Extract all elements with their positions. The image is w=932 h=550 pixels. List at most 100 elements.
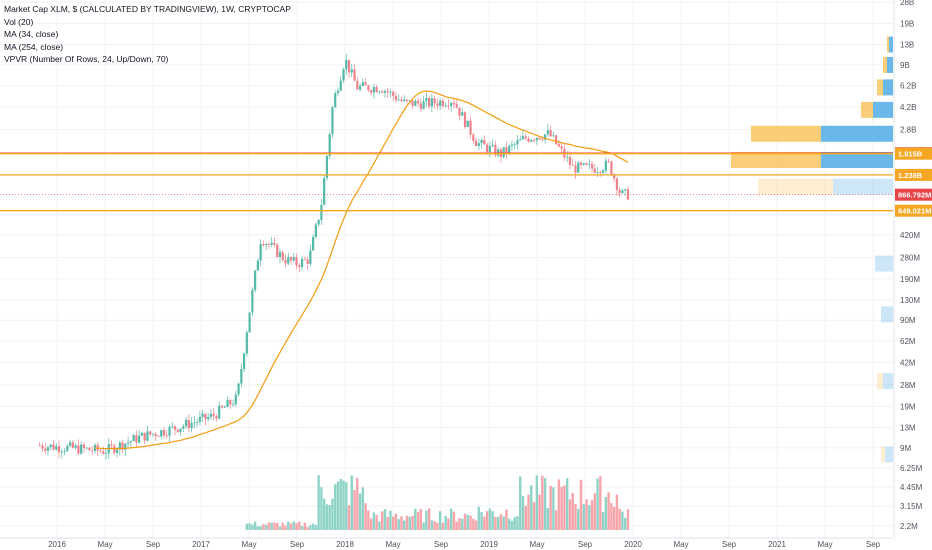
indicator-ma-254[interactable]: MA (254, close) bbox=[4, 41, 64, 52]
x-tick-label: 2021 bbox=[768, 540, 786, 549]
candle-body bbox=[154, 433, 157, 437]
candle-body bbox=[331, 107, 334, 134]
vpvr-row-down bbox=[887, 36, 889, 53]
indicator-vpvr[interactable]: VPVR (Number Of Rows, 24, Up/Down, 70) bbox=[4, 54, 169, 64]
indicator-volume[interactable]: Vol (20) bbox=[4, 16, 34, 27]
volume-bar bbox=[615, 494, 619, 530]
volume-bar bbox=[322, 498, 326, 530]
candle-body bbox=[198, 416, 201, 423]
candle-body bbox=[422, 101, 425, 109]
y-tick-label: 3.15M bbox=[900, 502, 923, 511]
candle-body bbox=[472, 134, 475, 141]
candle-body bbox=[267, 244, 271, 245]
time-axis[interactable]: 2016 May Sep 2017 May Sep 2018 May Sep 2019 May Sep… bbox=[0, 537, 893, 549]
volume-bar bbox=[626, 509, 630, 530]
candle-body bbox=[604, 160, 607, 171]
volume-bar bbox=[317, 475, 320, 530]
volume-bar bbox=[364, 503, 367, 530]
volume-bar bbox=[563, 485, 566, 530]
candle-body bbox=[223, 407, 226, 408]
candle-body bbox=[38, 445, 41, 447]
moving-average-line bbox=[94, 90, 629, 450]
candle-body bbox=[483, 139, 486, 145]
volume-bar bbox=[450, 508, 453, 530]
volume-bar bbox=[264, 524, 268, 530]
price-tag bbox=[895, 188, 932, 201]
volume-bar bbox=[311, 523, 315, 530]
candle-body bbox=[544, 134, 547, 140]
candle-body bbox=[469, 120, 472, 135]
y-tick-label: 9M bbox=[900, 444, 911, 453]
candle-body bbox=[450, 102, 453, 107]
indicator-ma-34[interactable]: MA (34, close) bbox=[4, 29, 59, 39]
candle-body bbox=[325, 155, 329, 178]
volume-bar bbox=[601, 512, 605, 530]
candle-body bbox=[488, 146, 491, 152]
candle-body bbox=[568, 156, 572, 165]
x-tick-label: May bbox=[529, 540, 544, 549]
volume-bar bbox=[499, 514, 503, 530]
volume-bar bbox=[447, 518, 450, 530]
candle-body bbox=[256, 260, 259, 271]
candle-body bbox=[63, 451, 66, 452]
volume-bar bbox=[425, 510, 428, 530]
volume-bar bbox=[610, 503, 613, 530]
candle-body bbox=[497, 149, 500, 156]
x-tick-label: Sep bbox=[866, 540, 881, 549]
volume-bar bbox=[303, 522, 307, 530]
candle-body bbox=[552, 135, 555, 137]
candle-body bbox=[372, 87, 375, 93]
volume-bar bbox=[461, 518, 464, 530]
candle-body bbox=[358, 85, 362, 90]
volume-bar bbox=[574, 504, 577, 530]
volume-bar bbox=[419, 509, 423, 530]
candle-body bbox=[419, 103, 422, 109]
volume-bar bbox=[251, 524, 254, 530]
candle-body bbox=[234, 394, 237, 405]
volume-bar bbox=[400, 516, 403, 530]
candle-body bbox=[394, 95, 398, 101]
candle-body bbox=[607, 160, 610, 162]
vpvr-row-up bbox=[821, 125, 893, 142]
candle-body bbox=[196, 422, 199, 423]
candle-body bbox=[251, 290, 254, 313]
vpvr-row-down bbox=[877, 373, 883, 390]
candle-body bbox=[530, 139, 533, 142]
candle-body bbox=[579, 162, 583, 165]
candle-body bbox=[342, 69, 345, 81]
candle-body bbox=[242, 353, 246, 370]
vpvr-row-down bbox=[881, 446, 885, 463]
candle-body bbox=[566, 156, 569, 158]
volume-bar bbox=[314, 525, 318, 530]
x-tick-label: 2018 bbox=[336, 540, 354, 549]
volume-bar bbox=[604, 496, 608, 530]
volume-bar bbox=[494, 516, 497, 530]
price-axis[interactable]: 2.2M 3.15M 4.45M 6.25M 9M 13M 19M 28M 42M 62M 90M 1… bbox=[893, 0, 932, 538]
volume-bar bbox=[519, 476, 522, 530]
candle-body bbox=[546, 130, 549, 135]
volume-bar bbox=[436, 522, 439, 530]
volume-bar bbox=[284, 525, 287, 530]
candle-body bbox=[416, 100, 420, 104]
chart-title: Market Cap XLM, $ (CALCULATED BY TRADING… bbox=[4, 4, 291, 14]
y-tick-label: 90M bbox=[900, 316, 916, 325]
volume-bar bbox=[414, 508, 417, 530]
candle-body bbox=[381, 91, 384, 93]
candle-body bbox=[193, 422, 196, 424]
candle-body bbox=[560, 146, 563, 149]
volume-bar bbox=[469, 515, 472, 530]
x-tick-label: May bbox=[97, 540, 112, 549]
y-tick-label: 2.8B bbox=[900, 126, 916, 135]
volume-bar bbox=[621, 511, 624, 530]
candle-body bbox=[77, 445, 80, 454]
x-tick-label: May bbox=[385, 540, 400, 549]
volume-bar bbox=[339, 478, 342, 530]
candle-body bbox=[505, 147, 508, 153]
candle-body bbox=[452, 102, 456, 105]
candle-body bbox=[126, 442, 130, 444]
volume-bar bbox=[538, 494, 541, 530]
candle-body bbox=[182, 426, 185, 429]
volume-bar bbox=[403, 520, 406, 530]
candle-body bbox=[93, 444, 97, 451]
